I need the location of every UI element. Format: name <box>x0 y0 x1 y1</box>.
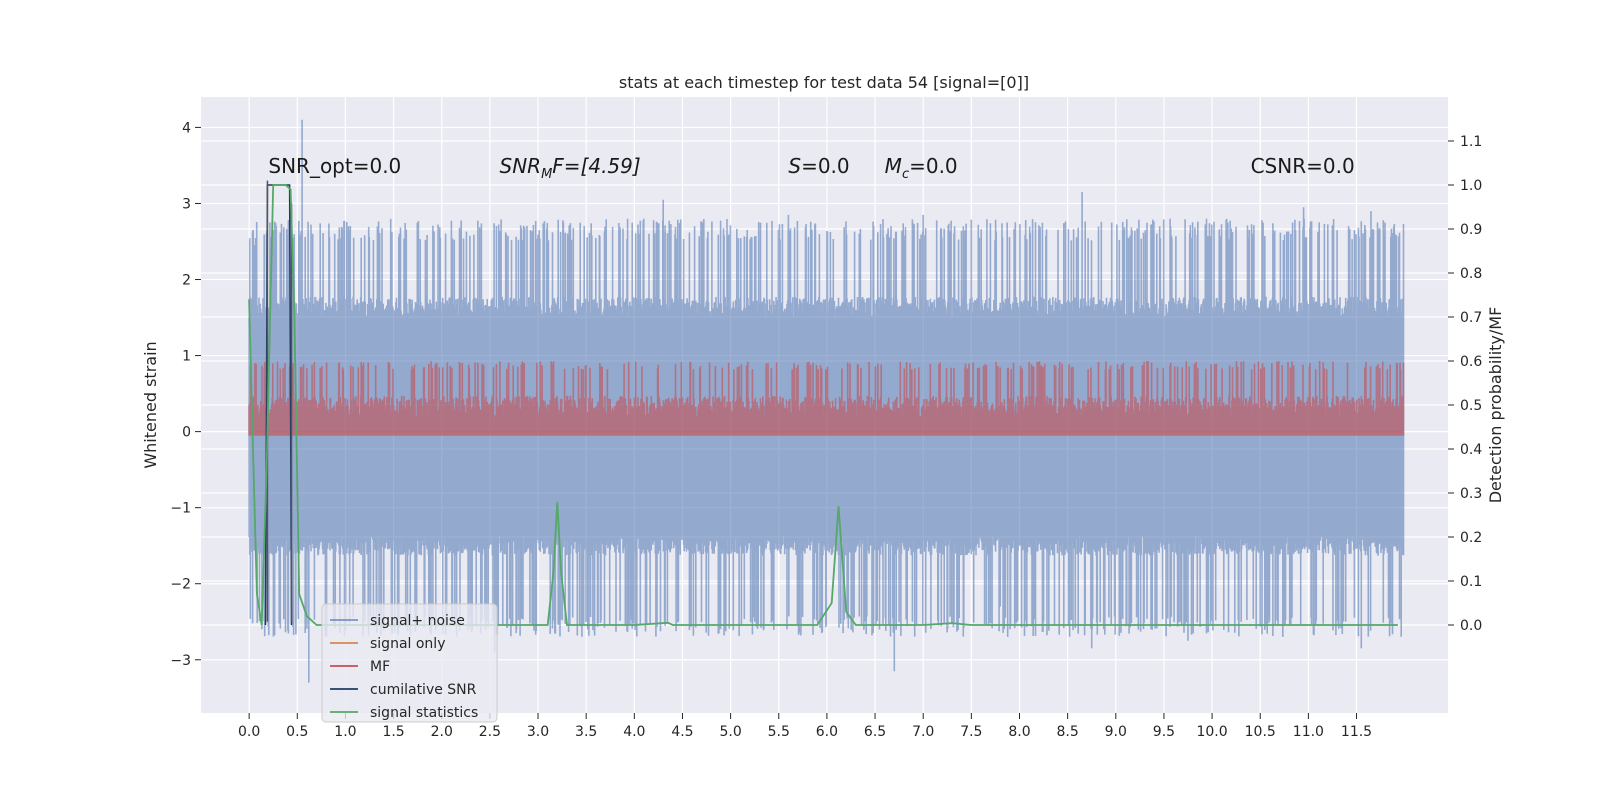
annotation-s: S=0.0 <box>788 154 849 178</box>
y-tick-label-right: 1.0 <box>1460 178 1482 194</box>
y-tick-label-right: 0.6 <box>1460 354 1482 370</box>
x-tick-label: 11.0 <box>1293 724 1324 740</box>
x-tick-label: 3.5 <box>575 724 597 740</box>
x-tick-label: 3.0 <box>527 724 549 740</box>
x-tick-label: 0.5 <box>286 724 308 740</box>
x-tick-label: 11.5 <box>1341 724 1372 740</box>
y-tick-label-right: 0.8 <box>1460 266 1482 282</box>
annotation-s-base: S <box>788 154 801 178</box>
annotation-mc-base: M <box>885 154 902 178</box>
y-tick-label-right: 0.5 <box>1460 398 1482 414</box>
y-tick-label-right: 0.1 <box>1460 574 1482 590</box>
y-tick-label-left: −3 <box>170 653 191 669</box>
legend-label-3: cumilative SNR <box>370 682 477 698</box>
annotation-mc-rest: =0.0 <box>909 154 958 178</box>
y-tick-label-left: 0 <box>182 425 191 441</box>
x-tick-label: 5.0 <box>719 724 741 740</box>
annotation-mc: Mc=0.0 <box>885 154 958 182</box>
series-group <box>248 119 1405 683</box>
annotation-snr-opt: SNR_opt=0.0 <box>268 154 401 178</box>
chart-title: stats at each timestep for test data 54 … <box>619 73 1029 92</box>
legend-label-0: signal+ noise <box>370 613 465 629</box>
x-tick-label: 8.5 <box>1057 724 1079 740</box>
x-tick-label: 1.5 <box>382 724 404 740</box>
annotation-snr-mf-sub: M <box>541 167 552 182</box>
x-tick-label: 7.5 <box>960 724 982 740</box>
y-tick-label-right: 0.2 <box>1460 530 1482 546</box>
y-tick-label-left: 4 <box>182 120 191 136</box>
y-axis-label-right: Detection probability/MF <box>1486 307 1505 504</box>
x-tick-label: 2.0 <box>431 724 453 740</box>
x-tick-label: 5.5 <box>768 724 790 740</box>
annotation-snr-mf: SNRMF=[4.59] <box>500 154 641 182</box>
x-tick-label: 9.5 <box>1153 724 1175 740</box>
y-tick-label-right: 0.0 <box>1460 618 1482 634</box>
x-tick-label: 4.5 <box>671 724 693 740</box>
axes: 0.0 0.5 1.0 1.5 2.0 2.5 3.0 3.5 4.0 4.5 5.0 5.5 6.0 6… <box>170 120 1482 740</box>
y-tick-label-left: 1 <box>182 349 191 365</box>
series-mf <box>248 361 1405 436</box>
y-tick-label-right: 0.3 <box>1460 486 1482 502</box>
annotation-s-rest: =0.0 <box>801 154 850 178</box>
x-tick-label: 0.0 <box>238 724 260 740</box>
x-tick-label: 9.0 <box>1105 724 1127 740</box>
y-tick-label-left: −2 <box>170 577 191 593</box>
x-tick-label: 7.0 <box>912 724 934 740</box>
y-tick-label-right: 0.9 <box>1460 222 1482 238</box>
x-tick-label: 10.5 <box>1245 724 1276 740</box>
x-tick-label: 4.0 <box>623 724 645 740</box>
y-tick-label-right: 1.1 <box>1460 134 1482 150</box>
series-signal-statistics <box>248 184 1398 626</box>
x-tick-label: 2.5 <box>479 724 501 740</box>
legend-box <box>321 603 498 723</box>
legend-label-4: signal statistics <box>370 705 478 721</box>
y-tick-label-left: 2 <box>182 273 191 289</box>
x-tick-label: 1.0 <box>334 724 356 740</box>
y-tick-label-right: 0.4 <box>1460 442 1482 458</box>
annotations: SNR_opt=0.0 SNRMF=[4.59] S=0.0 Mc=0.0 CS… <box>268 154 1354 182</box>
annotation-snr-mf-base: SNR <box>500 154 542 178</box>
y-tick-label-right: 0.7 <box>1460 310 1482 326</box>
y-axis-label-left: Whitened strain <box>141 341 160 468</box>
y-tick-label-left: −1 <box>170 501 191 517</box>
legend-label-2: MF <box>370 659 390 675</box>
x-tick-label: 10.0 <box>1196 724 1227 740</box>
annotation-mc-sub: c <box>902 167 909 182</box>
legend-label-1: signal only <box>370 636 445 652</box>
y-tick-label-left: 3 <box>182 196 191 212</box>
x-tick-label: 8.0 <box>1008 724 1030 740</box>
annotation-csnr: CSNR=0.0 <box>1251 154 1355 178</box>
mf-trace <box>248 361 1405 436</box>
x-tick-label: 6.0 <box>816 724 838 740</box>
x-tick-label: 6.5 <box>864 724 886 740</box>
annotation-snr-mf-rest: F=[4.59] <box>552 154 640 178</box>
legend: signal+ noise signal only MF cumilative SNR… <box>321 603 498 723</box>
